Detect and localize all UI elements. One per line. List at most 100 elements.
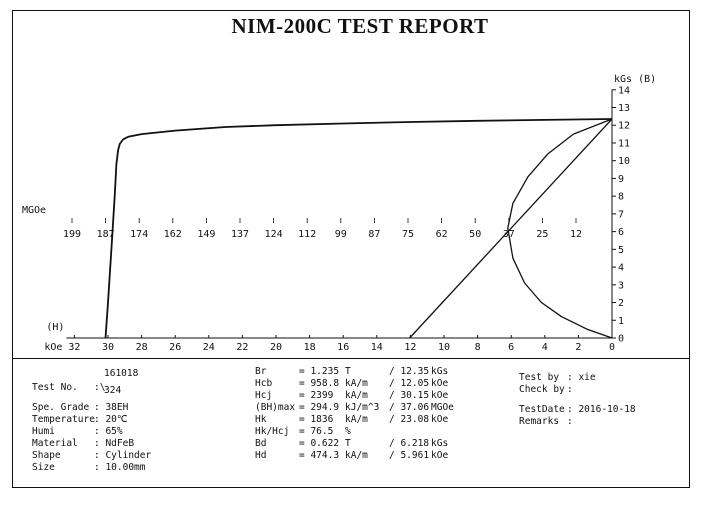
energy-axis-label: MGOe [22,205,46,216]
result-alt: / 37.06 [389,402,430,413]
result-alt: / 30.15 [389,390,430,401]
result-si: = 294.9 [299,402,340,413]
size-label: Size [32,462,55,473]
result-name: Hcb [255,378,273,389]
y-tick-label: 10 [618,156,630,167]
y-tick-label: 14 [618,85,630,96]
remarks-label: Remarks [519,416,560,427]
humidity-value: : 65% [94,426,123,437]
grade-value: : 38EH [94,402,129,413]
y-tick-label: 4 [618,263,624,274]
sample-info: 161018 Test No. :\ 324 Spe. Grade : 38EH… [32,368,202,474]
result-alt-unit: kOe [431,414,449,425]
result-row: Br = 1.235 T / 12.35 kGs [255,366,485,378]
temperature-label: Temperature [32,414,95,425]
result-si-unit: kA/m [345,450,368,461]
energy-tick-label: 112 [298,229,316,240]
result-si-unit: T [345,366,351,377]
y-tick-label: 7 [618,209,624,220]
x-tick-label: 0 [609,342,615,353]
x-axis-quantity-label: (H) [46,322,64,333]
shape-label: Shape [32,450,61,461]
energy-tick-label: 12 [570,229,582,240]
result-alt-unit: MGOe [431,402,454,413]
material-label: Material [32,438,78,449]
x-tick-label: 14 [371,342,383,353]
operator-info: Test by : xie Check by : TestDate : 2016… [519,372,684,428]
results-table: Br = 1.235 T/ 12.35 kGs Hcb = 958.8 kA/m/ 12.0… [255,366,485,462]
series-curve-2 [409,118,613,339]
energy-tick-label: 162 [164,229,182,240]
result-name: Bd [255,438,267,449]
energy-tick-label: 87 [368,229,380,240]
remarks-value: : [567,416,573,427]
series-curve-1 [104,118,613,339]
result-name: Hcj [255,390,273,401]
result-alt-unit: kOe [431,378,449,389]
y-tick-label: 6 [618,227,624,238]
result-si-unit: kJ/m^3 [345,402,380,413]
report-title: NIM-200C TEST REPORT [231,14,489,38]
size-value: : 10.00mm [94,462,146,473]
test-date-label: TestDate [519,404,565,415]
x-tick-label: 8 [475,342,481,353]
result-name: (BH)max [255,402,296,413]
check-by-value: : [567,384,573,395]
y-tick-label: 12 [618,121,630,132]
shape-value: : Cylinder [94,450,152,461]
test-by-value: : xie [567,372,596,383]
energy-tick-label: 75 [402,229,414,240]
energy-tick-label: 174 [130,229,148,240]
result-name: Br [255,366,267,377]
result-row: Hk = 1836 kA/m / 23.08 kOe [255,414,485,426]
x-tick-label: 30 [102,342,114,353]
check-by-label: Check by [519,384,565,395]
energy-tick-label: 124 [265,229,283,240]
energy-tick-label: 50 [469,229,481,240]
result-row: Hcj = 2399 kA/m / 30.15 kOe [255,390,485,402]
x-tick-label: 18 [304,342,316,353]
result-si: = 1836 [299,414,334,425]
result-alt-unit: kGs [431,438,449,449]
result-row: (BH)max = 294.9 kJ/m^3 / 37.06 MGOe [255,402,485,414]
y-tick-label: 9 [618,174,624,185]
result-si-unit: kA/m [345,414,368,425]
result-row: Hcb = 958.8 kA/m / 12.05 kOe [255,378,485,390]
y-tick-label: 8 [618,192,624,203]
result-row: Bd = 0.622 T / 6.218 kGs [255,438,485,450]
x-axis-unit-label: kOe [44,342,62,353]
result-alt: / 23.08 [389,414,430,425]
result-row: Hd = 474.3 kA/m / 5.961 kOe [255,450,485,462]
material-value: : NdFeB [94,438,135,449]
result-alt: / 12.05 [389,378,430,389]
humidity-label: Humi [32,426,55,437]
x-tick-label: 4 [542,342,548,353]
result-alt: / 6.218 [389,438,430,449]
energy-tick-label: 199 [63,229,81,240]
test-date-value: : 2016-10-18 [567,404,636,415]
energy-tick-label: 187 [97,229,115,240]
x-tick-label: 6 [508,342,514,353]
energy-tick-label: 137 [231,229,249,240]
x-tick-label: 10 [438,342,450,353]
x-tick-label: 26 [169,342,181,353]
x-tick-label: 32 [68,342,80,353]
result-name: Hk [255,414,267,425]
result-name: Hk/Hcj [255,426,290,437]
y-tick-label: 1 [618,316,624,327]
test-no-value-2: 324 [104,385,122,396]
result-alt-unit: kGs [431,366,449,377]
test-no-colon: :\ [94,382,106,393]
energy-tick-label: 149 [197,229,215,240]
result-si-unit: T [345,438,351,449]
x-tick-label: 2 [575,342,581,353]
x-tick-label: 28 [136,342,148,353]
test-by-label: Test by [519,372,560,383]
grade-label: Spe. Grade [32,402,90,413]
result-si: = 0.622 [299,438,340,449]
result-si-unit: kA/m [345,390,368,401]
temperature-value: : 20℃ [94,414,128,425]
result-name: Hd [255,450,267,461]
result-alt: / 5.961 [389,450,430,461]
